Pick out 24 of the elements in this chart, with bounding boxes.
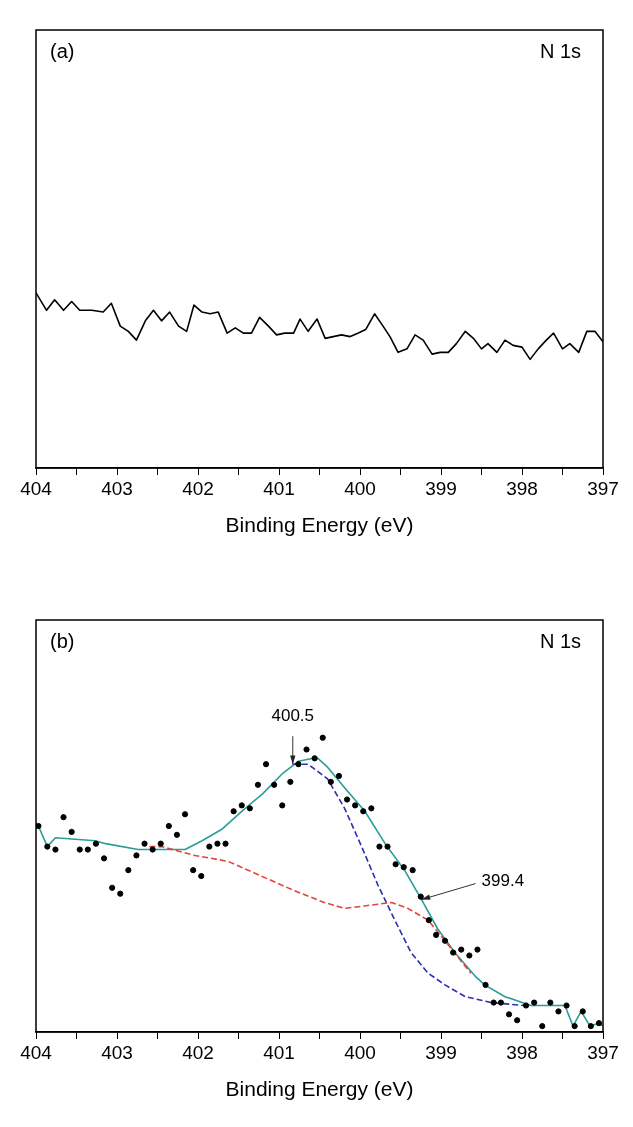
x-tick-label: 404 [20, 1041, 53, 1063]
x-tick-label: 401 [263, 477, 295, 499]
x-axis-title: Binding Energy (eV) [225, 1077, 414, 1101]
x-axis-title: Binding Energy (eV) [225, 513, 414, 537]
x-tick-label: 400 [344, 1041, 376, 1063]
x-tick-label: 401 [263, 1041, 295, 1063]
x-tick-label: 397 [587, 477, 619, 499]
x-tick-label: 398 [506, 1041, 538, 1063]
text: N 1s [539, 39, 581, 62]
x-tick-label: 399 [425, 477, 457, 499]
x-tick-label: 402 [182, 477, 214, 499]
x-tick-label: 399 [425, 1041, 457, 1063]
annotation: 400.5 [271, 705, 315, 725]
text: (a) [50, 39, 75, 62]
text: N 1s [539, 629, 581, 652]
text: (b) [50, 629, 75, 652]
x-tick-label: 404 [20, 477, 53, 499]
x-tick-label: 398 [506, 477, 538, 499]
x-tick-label: 402 [182, 1041, 214, 1063]
annotation: 399.4 [481, 871, 525, 891]
x-tick-label: 403 [101, 477, 133, 499]
x-tick-label: 400 [344, 477, 376, 499]
x-tick-label: 397 [587, 1041, 619, 1063]
x-tick-label: 403 [101, 1041, 133, 1063]
